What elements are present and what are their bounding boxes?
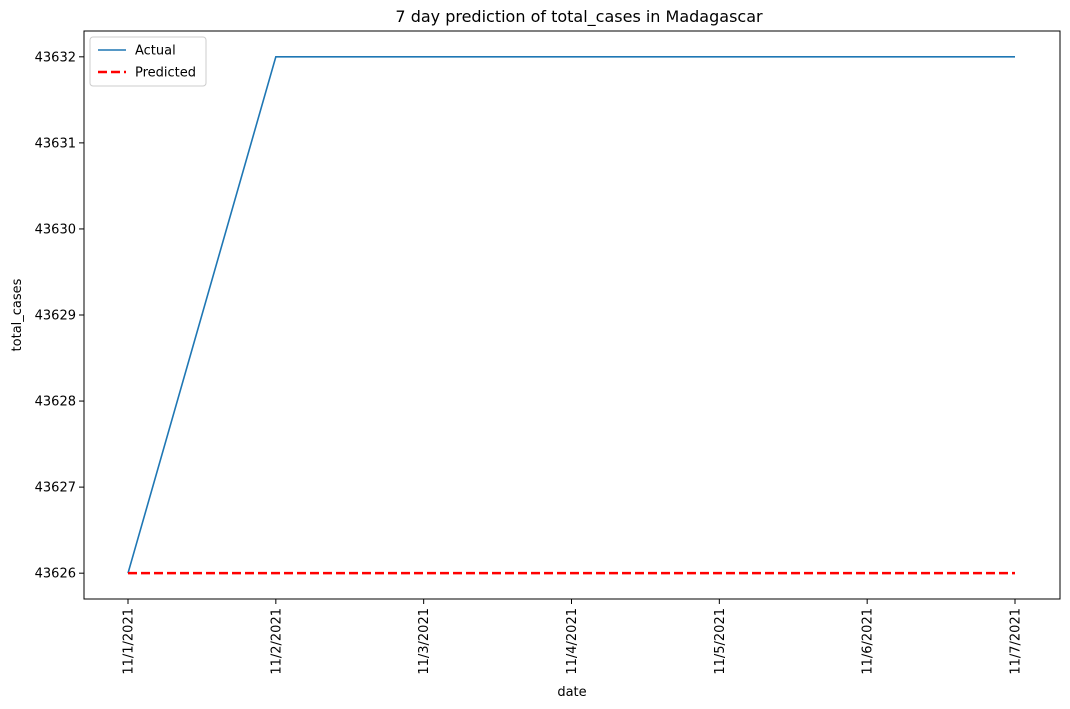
x-axis: 11/1/2021 11/2/2021 11/3/2021 11/4/2021 11/5… [122,599,1024,675]
y-axis-title: total_cases [10,278,25,351]
x-axis-title: date [557,685,586,700]
plot-area [127,56,1015,575]
plot-frame [83,30,1061,600]
x-tick-label: 11/6/2021 [861,608,876,675]
x-tick-label: 11/5/2021 [713,608,728,675]
y-tick-label: 43632 [35,50,76,65]
y-tick-label: 43629 [35,309,76,324]
y-tick-label: 43631 [35,136,76,151]
y-tick-label: 43626 [35,567,76,582]
legend-label-predicted: Predicted [135,66,196,81]
x-tick-label: 11/2/2021 [269,608,284,675]
x-tick-label: 11/4/2021 [565,608,580,675]
legend-label-actual: Actual [135,44,176,59]
y-tick-label: 43630 [35,222,76,237]
chart-title: 7 day prediction of total_cases in Madag… [395,7,763,27]
x-tick-label: 11/3/2021 [417,608,432,675]
y-tick-label: 43628 [35,395,76,410]
series-line-actual [127,56,1015,574]
y-axis: 43626 43627 43628 43629 43630 43631 43632 [35,50,84,582]
x-tick-label: 11/7/2021 [1009,608,1024,675]
y-tick-label: 43627 [35,481,76,496]
x-tick-label: 11/1/2021 [122,608,137,675]
legend: Actual Predicted [89,36,207,87]
